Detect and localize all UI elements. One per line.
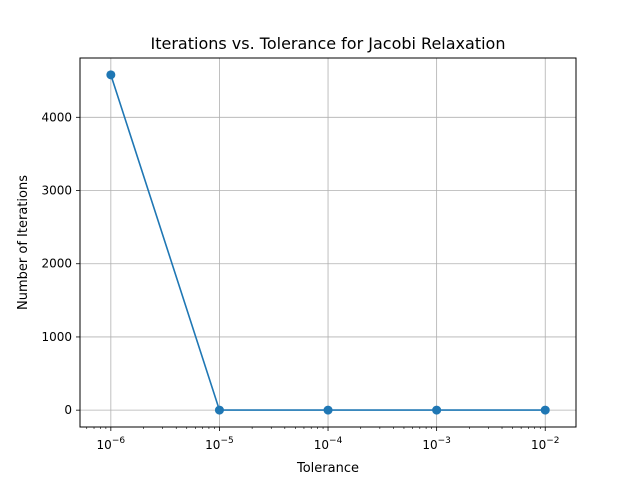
x-axis-label: Tolerance (296, 461, 359, 476)
x-tick-label-base: 10 (97, 438, 112, 452)
data-point (214, 405, 224, 415)
y-tick-label: 0 (64, 403, 72, 417)
x-tick-label-exponent: −4 (329, 436, 343, 446)
x-tick-label: 10−4 (314, 436, 343, 452)
x-tick-label-exponent: −2 (546, 436, 559, 446)
data-point (106, 70, 116, 80)
data-point (540, 405, 550, 415)
plot-frame (79, 57, 577, 428)
x-tick-label: 10−2 (531, 436, 560, 452)
x-tick-label: 10−6 (97, 436, 126, 452)
data-point (323, 405, 333, 415)
x-tick-label: 10−3 (422, 436, 451, 452)
y-tick-label: 4000 (41, 110, 72, 124)
y-axis-label: Number of Iterations (16, 175, 31, 310)
x-tick-label-base: 10 (314, 438, 329, 452)
x-tick-label-exponent: −6 (112, 436, 126, 446)
chart-title: Iterations vs. Tolerance for Jacobi Rela… (151, 34, 506, 53)
x-tick-label-base: 10 (531, 438, 546, 452)
data-point (432, 405, 442, 415)
y-tick-label: 1000 (41, 330, 72, 344)
x-tick-label-base: 10 (205, 438, 220, 452)
series-layer (106, 70, 550, 415)
x-tick-label-exponent: −3 (438, 436, 451, 446)
x-tick-label-base: 10 (422, 438, 437, 452)
x-tick-label: 10−5 (205, 436, 234, 452)
y-tick-label: 3000 (41, 184, 72, 198)
y-tick-label: 2000 (41, 257, 72, 271)
x-tick-label-exponent: −5 (220, 436, 233, 446)
